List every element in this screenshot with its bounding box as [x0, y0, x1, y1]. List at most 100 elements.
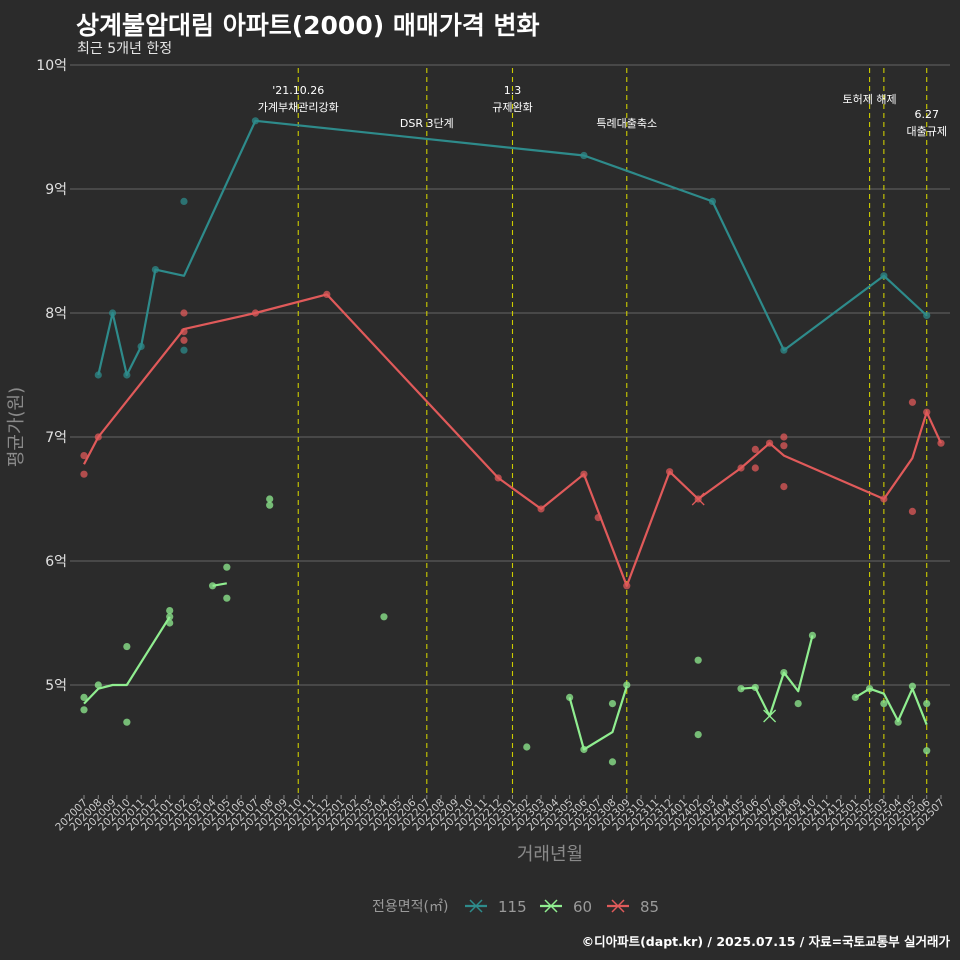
data-point-60	[865, 685, 874, 693]
chart-subtitle: 최근 5개년 한정	[77, 41, 173, 57]
data-point-60	[266, 501, 274, 509]
data-point-60	[166, 613, 174, 621]
cross-marker	[763, 709, 777, 723]
data-point-60	[208, 582, 217, 590]
data-point-85	[594, 514, 602, 522]
data-point-85	[780, 483, 788, 491]
data-point-85	[323, 290, 331, 298]
data-point-60	[808, 631, 817, 640]
data-point-85	[780, 442, 788, 450]
data-point-85	[94, 433, 102, 441]
y-tick-label: 9억	[45, 182, 67, 198]
data-point-60	[737, 685, 745, 693]
data-point-60	[94, 681, 102, 689]
data-point-115	[94, 371, 102, 379]
data-point-115	[180, 346, 188, 354]
series-line-60	[854, 687, 928, 726]
event-label: 특례대출축소	[596, 117, 657, 130]
data-point-60	[780, 669, 788, 677]
event-label: 1.3	[504, 84, 522, 97]
data-point-85	[623, 582, 631, 590]
data-point-60	[623, 681, 631, 689]
data-point-60	[223, 563, 231, 571]
y-tick-label: 7억	[45, 430, 67, 446]
data-point-60	[566, 693, 574, 702]
legend-key-cross	[544, 899, 558, 913]
legend-entry-115: 115	[498, 898, 527, 916]
data-point-60	[694, 731, 702, 739]
chart-title: 상계불암대림 아파트(2000) 매매가격 변화	[76, 11, 540, 40]
data-point-60	[223, 594, 231, 602]
y-tick-label: 8억	[45, 306, 67, 322]
data-point-115	[151, 266, 160, 274]
series-line-115	[97, 119, 928, 377]
legend-entry-85: 85	[640, 898, 659, 916]
event-label: 규제완화	[492, 101, 532, 114]
data-point-85	[251, 309, 259, 317]
data-point-60	[166, 607, 174, 615]
data-point-85	[537, 505, 545, 513]
data-point-85	[751, 464, 759, 472]
data-point-85	[180, 336, 188, 344]
y-axis-title: 평균가(원)	[6, 387, 27, 467]
data-point-60	[380, 613, 388, 621]
data-point-60	[123, 642, 131, 651]
y-tick-label: 10억	[36, 58, 67, 74]
legend-key-cross	[611, 899, 625, 913]
event-label: DSR 3단계	[400, 117, 454, 130]
data-point-115	[880, 272, 888, 280]
data-point-115	[123, 371, 131, 379]
data-point-60	[923, 747, 931, 755]
data-point-85	[766, 439, 774, 447]
data-point-85	[937, 439, 945, 447]
data-point-60	[923, 700, 931, 708]
data-point-115	[180, 197, 188, 205]
data-point-115	[580, 151, 588, 160]
data-point-60	[894, 718, 902, 726]
series-line-60	[568, 685, 628, 751]
data-point-85	[666, 468, 674, 476]
y-tick-label: 5억	[45, 678, 67, 694]
cross-marker	[691, 492, 705, 506]
source-caption: ©디아파트(dapt.kr) / 2025.07.15 / 자료=국토교통부 실…	[581, 934, 950, 949]
data-point-115	[108, 309, 117, 317]
data-point-60	[908, 682, 917, 690]
data-point-85	[180, 309, 188, 317]
data-point-115	[923, 311, 931, 320]
data-point-60	[851, 693, 859, 702]
data-point-60	[80, 706, 88, 714]
event-label: 6.27	[914, 108, 939, 121]
data-point-60	[608, 758, 617, 766]
data-point-115	[251, 117, 259, 125]
legend-title: 전용면적(㎡)	[372, 899, 448, 915]
series-line-85	[83, 293, 942, 587]
event-label: 토허제 해제	[843, 92, 897, 106]
data-point-60	[608, 700, 617, 708]
data-point-60	[123, 718, 131, 726]
data-point-60	[266, 495, 274, 503]
data-point-60	[794, 700, 802, 708]
data-point-85	[737, 464, 745, 472]
legend-entry-60: 60	[573, 898, 592, 916]
data-point-60	[880, 700, 888, 708]
data-point-60	[694, 656, 702, 664]
series-line-60	[740, 635, 814, 718]
data-point-60	[166, 619, 174, 627]
data-point-85	[751, 445, 759, 453]
data-point-115	[708, 197, 717, 205]
data-point-85	[780, 433, 788, 441]
data-point-85	[923, 408, 931, 416]
data-point-85	[880, 495, 888, 503]
data-point-60	[751, 683, 759, 692]
data-point-85	[580, 470, 588, 478]
data-point-60	[523, 743, 531, 751]
data-point-85	[180, 328, 188, 336]
data-point-85	[908, 398, 917, 406]
event-label: 가계부채관리강화	[258, 101, 339, 114]
series-line-60	[83, 616, 171, 705]
data-point-115	[780, 346, 788, 354]
data-point-115	[137, 342, 145, 351]
legend-key-cross	[469, 899, 483, 913]
data-point-60	[580, 745, 588, 754]
